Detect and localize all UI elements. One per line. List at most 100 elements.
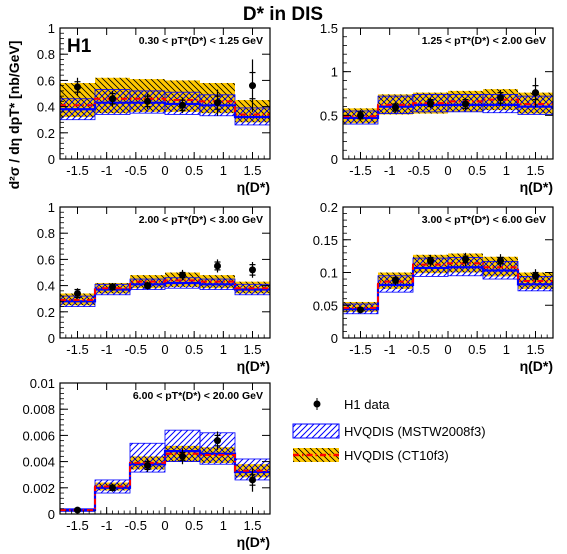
x-axis-label: η(D*) (237, 534, 270, 550)
panel-3: -1.5 -1 -0.5 0 0.5 1 1.5 0 0.2 0.4 0.6 0.8 1 2.00 < p… (37, 200, 271, 374)
x-tick-label: 1.5 (526, 163, 544, 178)
x-tick-label: -1 (101, 342, 113, 357)
x-tick-label: -1 (384, 163, 396, 178)
x-tick-label: 1.5 (243, 518, 261, 533)
data-point (144, 462, 151, 470)
x-tick-label: 1 (220, 518, 227, 533)
x-tick-label: 1 (503, 342, 510, 357)
panel-title: 2.00 < pT*(D*) < 3.00 GeV (139, 214, 263, 226)
x-axis-label: η(D*) (520, 179, 553, 195)
y-tick-label: 0 (48, 507, 55, 522)
x-tick-label: -1 (384, 342, 396, 357)
x-tick-label: 1.5 (243, 163, 261, 178)
data-point (497, 94, 504, 102)
data-point (249, 476, 256, 484)
panel-1: -1.5 -1 -0.5 0 0.5 1 1.5 0 0.2 0.4 0.6 0.8 1 0.30 < p… (37, 21, 271, 195)
data-point (179, 271, 186, 279)
legend-label-ct10: HVQDIS (CT10f3) (344, 448, 449, 463)
legend-marker-mstw (292, 423, 340, 439)
data-point (532, 272, 539, 280)
data-point (357, 111, 364, 119)
x-tick-label: -1.5 (349, 163, 371, 178)
y-tick-label: 0 (331, 152, 338, 167)
ct10-central-line (343, 98, 553, 118)
data-point (109, 484, 116, 492)
y-tick-label: 1 (48, 200, 55, 215)
x-tick-label: -0.5 (125, 163, 147, 178)
y-tick-label: 0.002 (22, 481, 55, 496)
x-tick-label: 0.5 (185, 163, 203, 178)
y-tick-label: 0.008 (22, 402, 55, 417)
mstw-central-line (343, 266, 553, 311)
x-tick-label: 1 (503, 163, 510, 178)
x-tick-label: 0.5 (468, 342, 486, 357)
x-tick-label: 1.5 (243, 342, 261, 357)
x-tick-label: 0.5 (468, 163, 486, 178)
y-tick-label: 0.4 (37, 279, 55, 294)
y-tick-label: 0.6 (37, 73, 55, 88)
panel-5: -1.5 -1 -0.5 0 0.5 1 1.5 0 0.002 0.004 0.006 0.008 0… (22, 376, 271, 550)
ct10-central-line (343, 262, 553, 309)
x-tick-label: 0 (161, 342, 168, 357)
y-tick-label: 1 (48, 21, 55, 36)
y-tick-label: 0.15 (313, 233, 338, 248)
y-tick-label: 0.4 (37, 100, 55, 115)
ct10-central-line (60, 452, 270, 512)
data-point (497, 257, 504, 265)
panels: -1.5 -1 -0.5 0 0.5 1 1.5 0 0.2 0.4 0.6 0.8 1 0.30 < p… (22, 21, 554, 550)
x-tick-label: 0.5 (185, 342, 203, 357)
data-point (179, 101, 186, 109)
x-tick-label: 1 (220, 342, 227, 357)
x-axis-label: η(D*) (237, 179, 270, 195)
data-point (109, 95, 116, 103)
y-tick-label: 0.004 (22, 455, 55, 470)
data-point (462, 100, 469, 108)
x-tick-label: -1.5 (349, 342, 371, 357)
data-point (427, 257, 434, 265)
x-axis-label: η(D*) (520, 358, 553, 374)
x-tick-label: 1 (220, 163, 227, 178)
legend-label-data: H1 data (344, 397, 390, 412)
x-tick-label: 1.5 (526, 342, 544, 357)
data-point (249, 82, 256, 90)
y-axis-label: d²σ / dη dpT* [nb/GeV] (6, 41, 22, 190)
y-tick-label: 0.05 (313, 298, 338, 313)
panel-title: 6.00 < pT*(D*) < 20.00 GeV (133, 390, 263, 402)
data-point (357, 306, 364, 314)
x-tick-label: 0 (444, 163, 451, 178)
x-tick-label: -0.5 (125, 518, 147, 533)
ct10-central-line (60, 279, 270, 302)
y-tick-label: 0.1 (320, 266, 338, 281)
x-tick-label: -1.5 (66, 518, 88, 533)
y-tick-label: 0.006 (22, 428, 55, 443)
x-tick-label: -0.5 (408, 163, 430, 178)
data-point (74, 289, 81, 297)
data-point (74, 83, 81, 91)
data-point (179, 452, 186, 460)
y-tick-label: 0.8 (37, 47, 55, 62)
data-point (214, 262, 221, 270)
y-tick-label: 0.01 (30, 376, 55, 391)
panel-title: 3.00 < pT*(D*) < 6.00 GeV (422, 214, 546, 226)
x-axis-label: η(D*) (237, 358, 270, 374)
data-point (144, 97, 151, 105)
data-point (392, 103, 399, 111)
x-tick-label: -0.5 (125, 342, 147, 357)
panel-4: -1.5 -1 -0.5 0 0.5 1 1.5 0 0.05 0.1 0.15 0.2 3.00 < … (313, 200, 554, 374)
y-tick-label: 1.5 (320, 21, 338, 36)
y-tick-label: 0.6 (37, 252, 55, 267)
x-tick-label: -1 (101, 163, 113, 178)
x-tick-label: -1.5 (66, 163, 88, 178)
x-tick-label: 0.5 (185, 518, 203, 533)
x-tick-label: -1.5 (66, 342, 88, 357)
panel-2: -1.5 -1 -0.5 0 0.5 1 1.5 0 0.5 1 1.5 1.25 < pT*(D*)… (320, 21, 554, 195)
data-point (462, 255, 469, 263)
y-tick-label: 0 (331, 331, 338, 346)
y-tick-label: 1 (331, 65, 338, 80)
x-tick-label: 0 (444, 342, 451, 357)
y-tick-label: 0.2 (37, 305, 55, 320)
y-tick-label: 0.2 (320, 200, 338, 215)
y-tick-label: 0.2 (37, 126, 55, 141)
data-point (214, 437, 221, 445)
